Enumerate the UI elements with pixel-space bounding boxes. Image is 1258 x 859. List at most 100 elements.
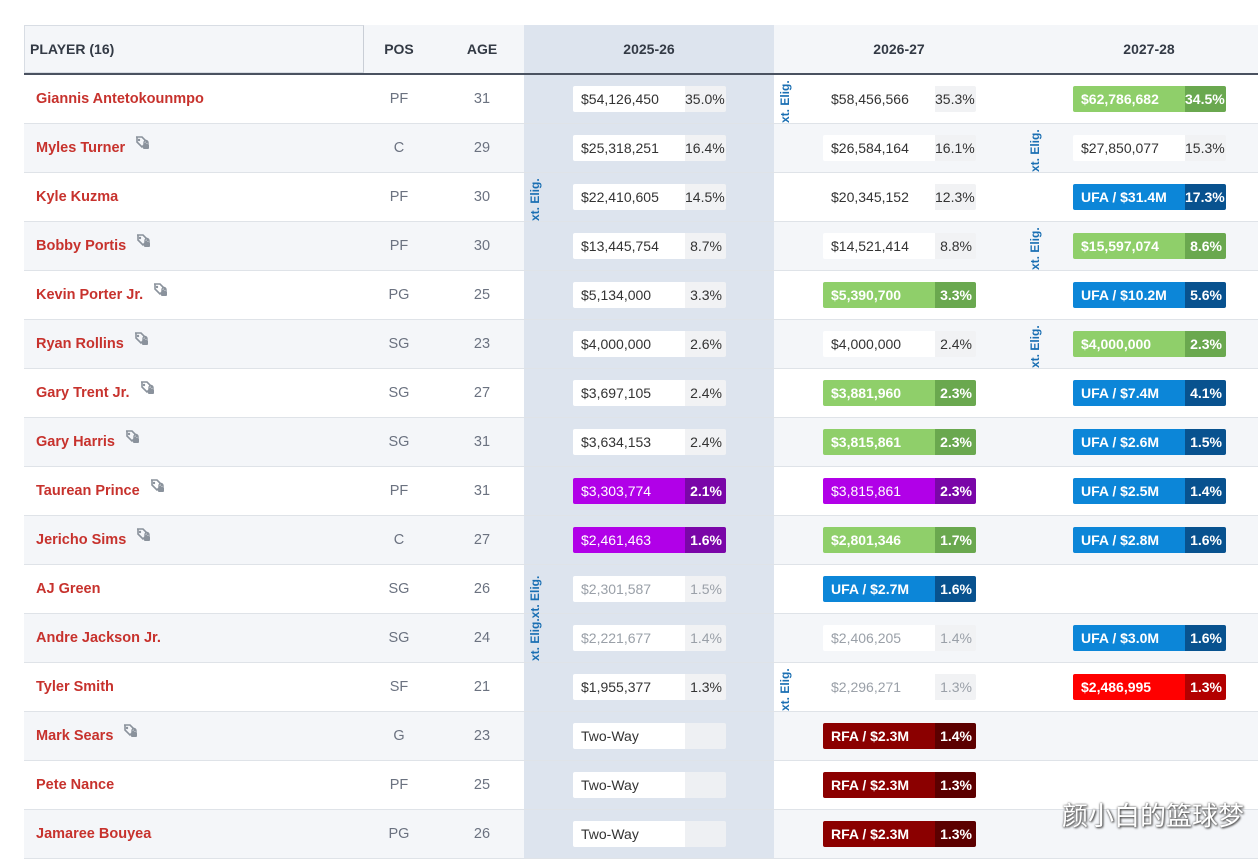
contract-guarantee-icon[interactable] <box>151 270 169 318</box>
cap-percent: 1.6% <box>935 576 976 602</box>
salary-cell-2026-27[interactable]: $3,815,861 2.3% <box>823 478 976 504</box>
salary-cell-2025-26[interactable]: $3,634,153 2.4% <box>573 429 726 455</box>
player-age: 29 <box>473 140 491 156</box>
player-name-link[interactable]: Tyler Smith <box>36 663 114 711</box>
salary-cell-2026-27[interactable]: $20,345,152 12.3% <box>823 184 976 210</box>
player-position: G <box>393 728 405 744</box>
table-row: Andre Jackson Jr. SG 24 $2,221,677 1.4% $2,40… <box>24 614 1258 663</box>
player-name-link[interactable]: Andre Jackson Jr. <box>36 614 161 662</box>
cap-percent: 4.1% <box>1185 380 1226 406</box>
salary-cell-2025-26[interactable]: $2,221,677 1.4% <box>573 625 726 651</box>
salary-cell-2025-26[interactable]: Two-Way <box>573 723 726 749</box>
player-name-link[interactable]: Kyle Kuzma <box>36 173 118 221</box>
salary-cell-2027-28[interactable]: UFA / $2.6M 1.5% <box>1073 429 1226 455</box>
salary-cell-2026-27[interactable]: RFA / $2.3M 1.4% <box>823 723 976 749</box>
player-name-link[interactable]: Kevin Porter Jr. <box>36 271 169 319</box>
salary-cell-2026-27[interactable]: $3,881,960 2.3% <box>823 380 976 406</box>
player-column-header[interactable]: PLAYER (16) <box>24 25 364 73</box>
salary-cell-2027-28[interactable]: $2,486,995 1.3% <box>1073 674 1226 700</box>
salary-cell-2027-28[interactable]: $62,786,682 34.5% <box>1073 86 1226 112</box>
salary-cell-2026-27[interactable]: $3,815,861 2.3% <box>823 429 976 455</box>
salary-cell-2026-27[interactable]: $5,390,700 3.3% <box>823 282 976 308</box>
player-name-link[interactable]: Ryan Rollins <box>36 320 150 368</box>
player-name-link[interactable]: Mark Sears <box>36 712 139 760</box>
player-name: Taurean Prince <box>36 483 140 499</box>
player-name-link[interactable]: Pete Nance <box>36 761 114 809</box>
pos-column-header[interactable]: POS <box>384 41 414 57</box>
salary-amount: UFA / $2.8M <box>1073 527 1185 553</box>
salary-cell-2027-28[interactable]: UFA / $3.0M 1.6% <box>1073 625 1226 651</box>
salary-cell-2027-28[interactable]: UFA / $31.4M 17.3% <box>1073 184 1226 210</box>
salary-cell-2025-26[interactable]: Two-Way <box>573 772 726 798</box>
table-row: Giannis Antetokounmpo PF 31 $54,126,450 35.0… <box>24 75 1258 124</box>
player-name-link[interactable]: Gary Harris <box>36 418 141 466</box>
contract-guarantee-icon[interactable] <box>134 515 152 563</box>
extension-eligible-tag: xt. Elig. <box>1028 129 1042 172</box>
player-name-link[interactable]: Jamaree Bouyea <box>36 810 151 858</box>
salary-cell-2026-27[interactable]: UFA / $2.7M 1.6% <box>823 576 976 602</box>
salary-cell-2025-26[interactable]: $3,303,774 2.1% <box>573 478 726 504</box>
contract-guarantee-icon[interactable] <box>134 221 152 269</box>
season-2027-28-header[interactable]: 2027-28 <box>1123 41 1175 57</box>
contract-table: PLAYER (16) POS AGE 2025-26 2026-27 2027… <box>24 25 1258 859</box>
salary-amount: $4,000,000 <box>823 331 935 357</box>
salary-cell-2027-28[interactable]: $27,850,077 15.3% <box>1073 135 1226 161</box>
salary-cell-2027-28[interactable]: UFA / $7.4M 4.1% <box>1073 380 1226 406</box>
player-position: SG <box>388 336 410 352</box>
salary-cell-2025-26[interactable]: $5,134,000 3.3% <box>573 282 726 308</box>
player-name-link[interactable]: Bobby Portis <box>36 222 152 270</box>
cap-percent: 35.3% <box>935 86 976 112</box>
salary-amount: $13,445,754 <box>573 233 685 259</box>
player-name-link[interactable]: Gary Trent Jr. <box>36 369 156 417</box>
salary-cell-2027-28[interactable]: UFA / $2.5M 1.4% <box>1073 478 1226 504</box>
contract-guarantee-icon[interactable] <box>123 417 141 465</box>
salary-cell-2027-28[interactable]: $4,000,000 2.3% <box>1073 331 1226 357</box>
salary-cell-2025-26[interactable]: $3,697,105 2.4% <box>573 380 726 406</box>
salary-cell-2027-28[interactable]: $15,597,074 8.6% <box>1073 233 1226 259</box>
salary-cell-2026-27[interactable]: RFA / $2.3M 1.3% <box>823 821 976 847</box>
salary-amount: UFA / $2.7M <box>823 576 935 602</box>
salary-cell-2026-27[interactable]: $2,406,205 1.4% <box>823 625 976 651</box>
player-name-link[interactable]: Jericho Sims <box>36 516 152 564</box>
salary-cell-2025-26[interactable]: $2,301,587 1.5% <box>573 576 726 602</box>
player-name-link[interactable]: Myles Turner <box>36 124 151 172</box>
contract-guarantee-icon[interactable] <box>121 711 139 759</box>
table-row: AJ Green SG 26 $2,301,587 1.5% UFA / $2.7M 1.6… <box>24 565 1258 614</box>
player-name-link[interactable]: Giannis Antetokounmpo <box>36 75 204 123</box>
salary-amount: $3,697,105 <box>573 380 685 406</box>
salary-cell-2026-27[interactable]: $2,296,271 1.3% <box>823 674 976 700</box>
player-name-link[interactable]: Taurean Prince <box>36 467 166 515</box>
contract-guarantee-icon[interactable] <box>148 466 166 514</box>
cap-percent: 3.3% <box>685 282 726 308</box>
salary-cell-2025-26[interactable]: $22,410,605 14.5% <box>573 184 726 210</box>
season-2025-26-header[interactable]: 2025-26 <box>623 41 675 57</box>
salary-cell-2026-27[interactable]: $26,584,164 16.1% <box>823 135 976 161</box>
salary-cell-2025-26[interactable]: $54,126,450 35.0% <box>573 86 726 112</box>
salary-cell-2027-28[interactable]: UFA / $2.8M 1.6% <box>1073 527 1226 553</box>
salary-cell-2026-27[interactable]: RFA / $2.3M 1.3% <box>823 772 976 798</box>
salary-cell-2025-26[interactable]: $13,445,754 8.7% <box>573 233 726 259</box>
cap-percent: 16.4% <box>685 135 726 161</box>
salary-cell-2025-26[interactable]: $25,318,251 16.4% <box>573 135 726 161</box>
table-row: Gary Harris SG 31 $3,634,153 2.4% $3,815,861 2… <box>24 418 1258 467</box>
contract-guarantee-icon[interactable] <box>132 319 150 367</box>
salary-cell-2026-27[interactable]: $14,521,414 8.8% <box>823 233 976 259</box>
season-2026-27-header[interactable]: 2026-27 <box>873 41 925 57</box>
salary-cell-2025-26[interactable]: $1,955,377 1.3% <box>573 674 726 700</box>
salary-cell-2026-27[interactable]: $4,000,000 2.4% <box>823 331 976 357</box>
salary-cell-2025-26[interactable]: $2,461,463 1.6% <box>573 527 726 553</box>
salary-cell-2026-27[interactable]: $58,456,566 35.3% <box>823 86 976 112</box>
player-position: PF <box>389 238 409 254</box>
table-row: Ryan Rollins SG 23 $4,000,000 2.6% $4,000,000… <box>24 320 1258 369</box>
cap-percent: 1.3% <box>935 821 976 847</box>
contract-guarantee-icon[interactable] <box>133 123 151 171</box>
salary-cell-2027-28[interactable]: UFA / $10.2M 5.6% <box>1073 282 1226 308</box>
table-row: Kyle Kuzma PF 30 $22,410,605 14.5% $20,345,15… <box>24 173 1258 222</box>
salary-cell-2026-27[interactable]: $2,801,346 1.7% <box>823 527 976 553</box>
player-name-link[interactable]: AJ Green <box>36 565 100 613</box>
player-name: Jamaree Bouyea <box>36 826 152 842</box>
salary-cell-2025-26[interactable]: $4,000,000 2.6% <box>573 331 726 357</box>
salary-cell-2025-26[interactable]: Two-Way <box>573 821 726 847</box>
age-column-header[interactable]: AGE <box>466 41 498 57</box>
contract-guarantee-icon[interactable] <box>138 368 156 416</box>
